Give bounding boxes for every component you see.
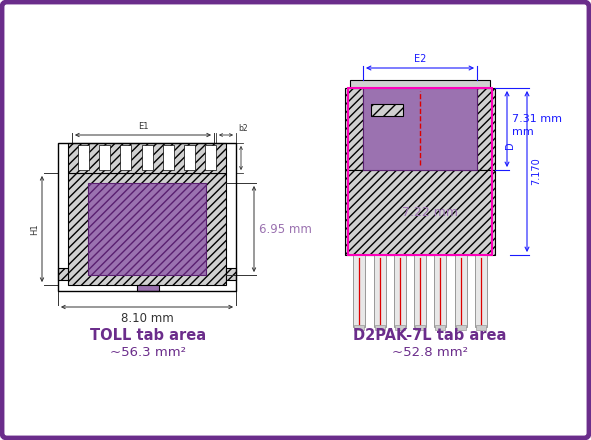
Bar <box>141 145 152 170</box>
Bar <box>205 145 216 170</box>
Bar <box>99 145 111 170</box>
Bar <box>354 325 364 330</box>
Bar <box>348 88 492 255</box>
Bar <box>58 268 68 280</box>
Text: 7.31 mm: 7.31 mm <box>512 114 562 124</box>
Bar <box>353 255 365 327</box>
Bar <box>68 173 226 285</box>
Bar <box>163 145 174 170</box>
Text: TOLL tab area: TOLL tab area <box>90 327 206 342</box>
Bar <box>375 325 385 330</box>
Bar <box>454 255 466 327</box>
Bar <box>78 145 89 170</box>
Text: mm: mm <box>512 127 534 137</box>
Text: ~52.8 mm²: ~52.8 mm² <box>392 345 468 359</box>
Bar <box>184 145 195 170</box>
Bar <box>345 170 495 255</box>
Text: b2: b2 <box>238 124 248 133</box>
Text: D2PAK-7L tab area: D2PAK-7L tab area <box>353 327 506 342</box>
Bar <box>395 325 405 330</box>
Bar <box>374 255 385 327</box>
Bar <box>475 255 487 327</box>
Bar <box>434 255 446 327</box>
Bar <box>137 285 159 291</box>
Text: E2: E2 <box>414 54 426 64</box>
Bar <box>415 325 425 330</box>
Bar <box>58 143 236 291</box>
Bar <box>226 268 236 280</box>
Text: ~56.3 mm²: ~56.3 mm² <box>110 345 186 359</box>
Bar <box>88 183 206 275</box>
Bar <box>414 255 426 327</box>
Text: 8.10 mm: 8.10 mm <box>121 312 173 325</box>
Bar <box>477 88 495 170</box>
Bar <box>394 255 406 327</box>
Bar <box>68 143 226 173</box>
Bar <box>350 80 490 88</box>
Bar <box>456 325 466 330</box>
Text: E1: E1 <box>138 122 148 131</box>
Bar <box>435 325 445 330</box>
Text: 6.95 mm: 6.95 mm <box>259 223 312 235</box>
Text: 7.170: 7.170 <box>531 158 541 185</box>
Text: H1: H1 <box>30 223 39 235</box>
Text: D: D <box>505 141 515 149</box>
Bar <box>345 88 363 170</box>
Bar <box>121 145 131 170</box>
Text: 7.22 mm: 7.22 mm <box>402 206 458 219</box>
Bar <box>363 88 477 170</box>
Bar <box>371 104 403 116</box>
Bar <box>476 325 486 330</box>
